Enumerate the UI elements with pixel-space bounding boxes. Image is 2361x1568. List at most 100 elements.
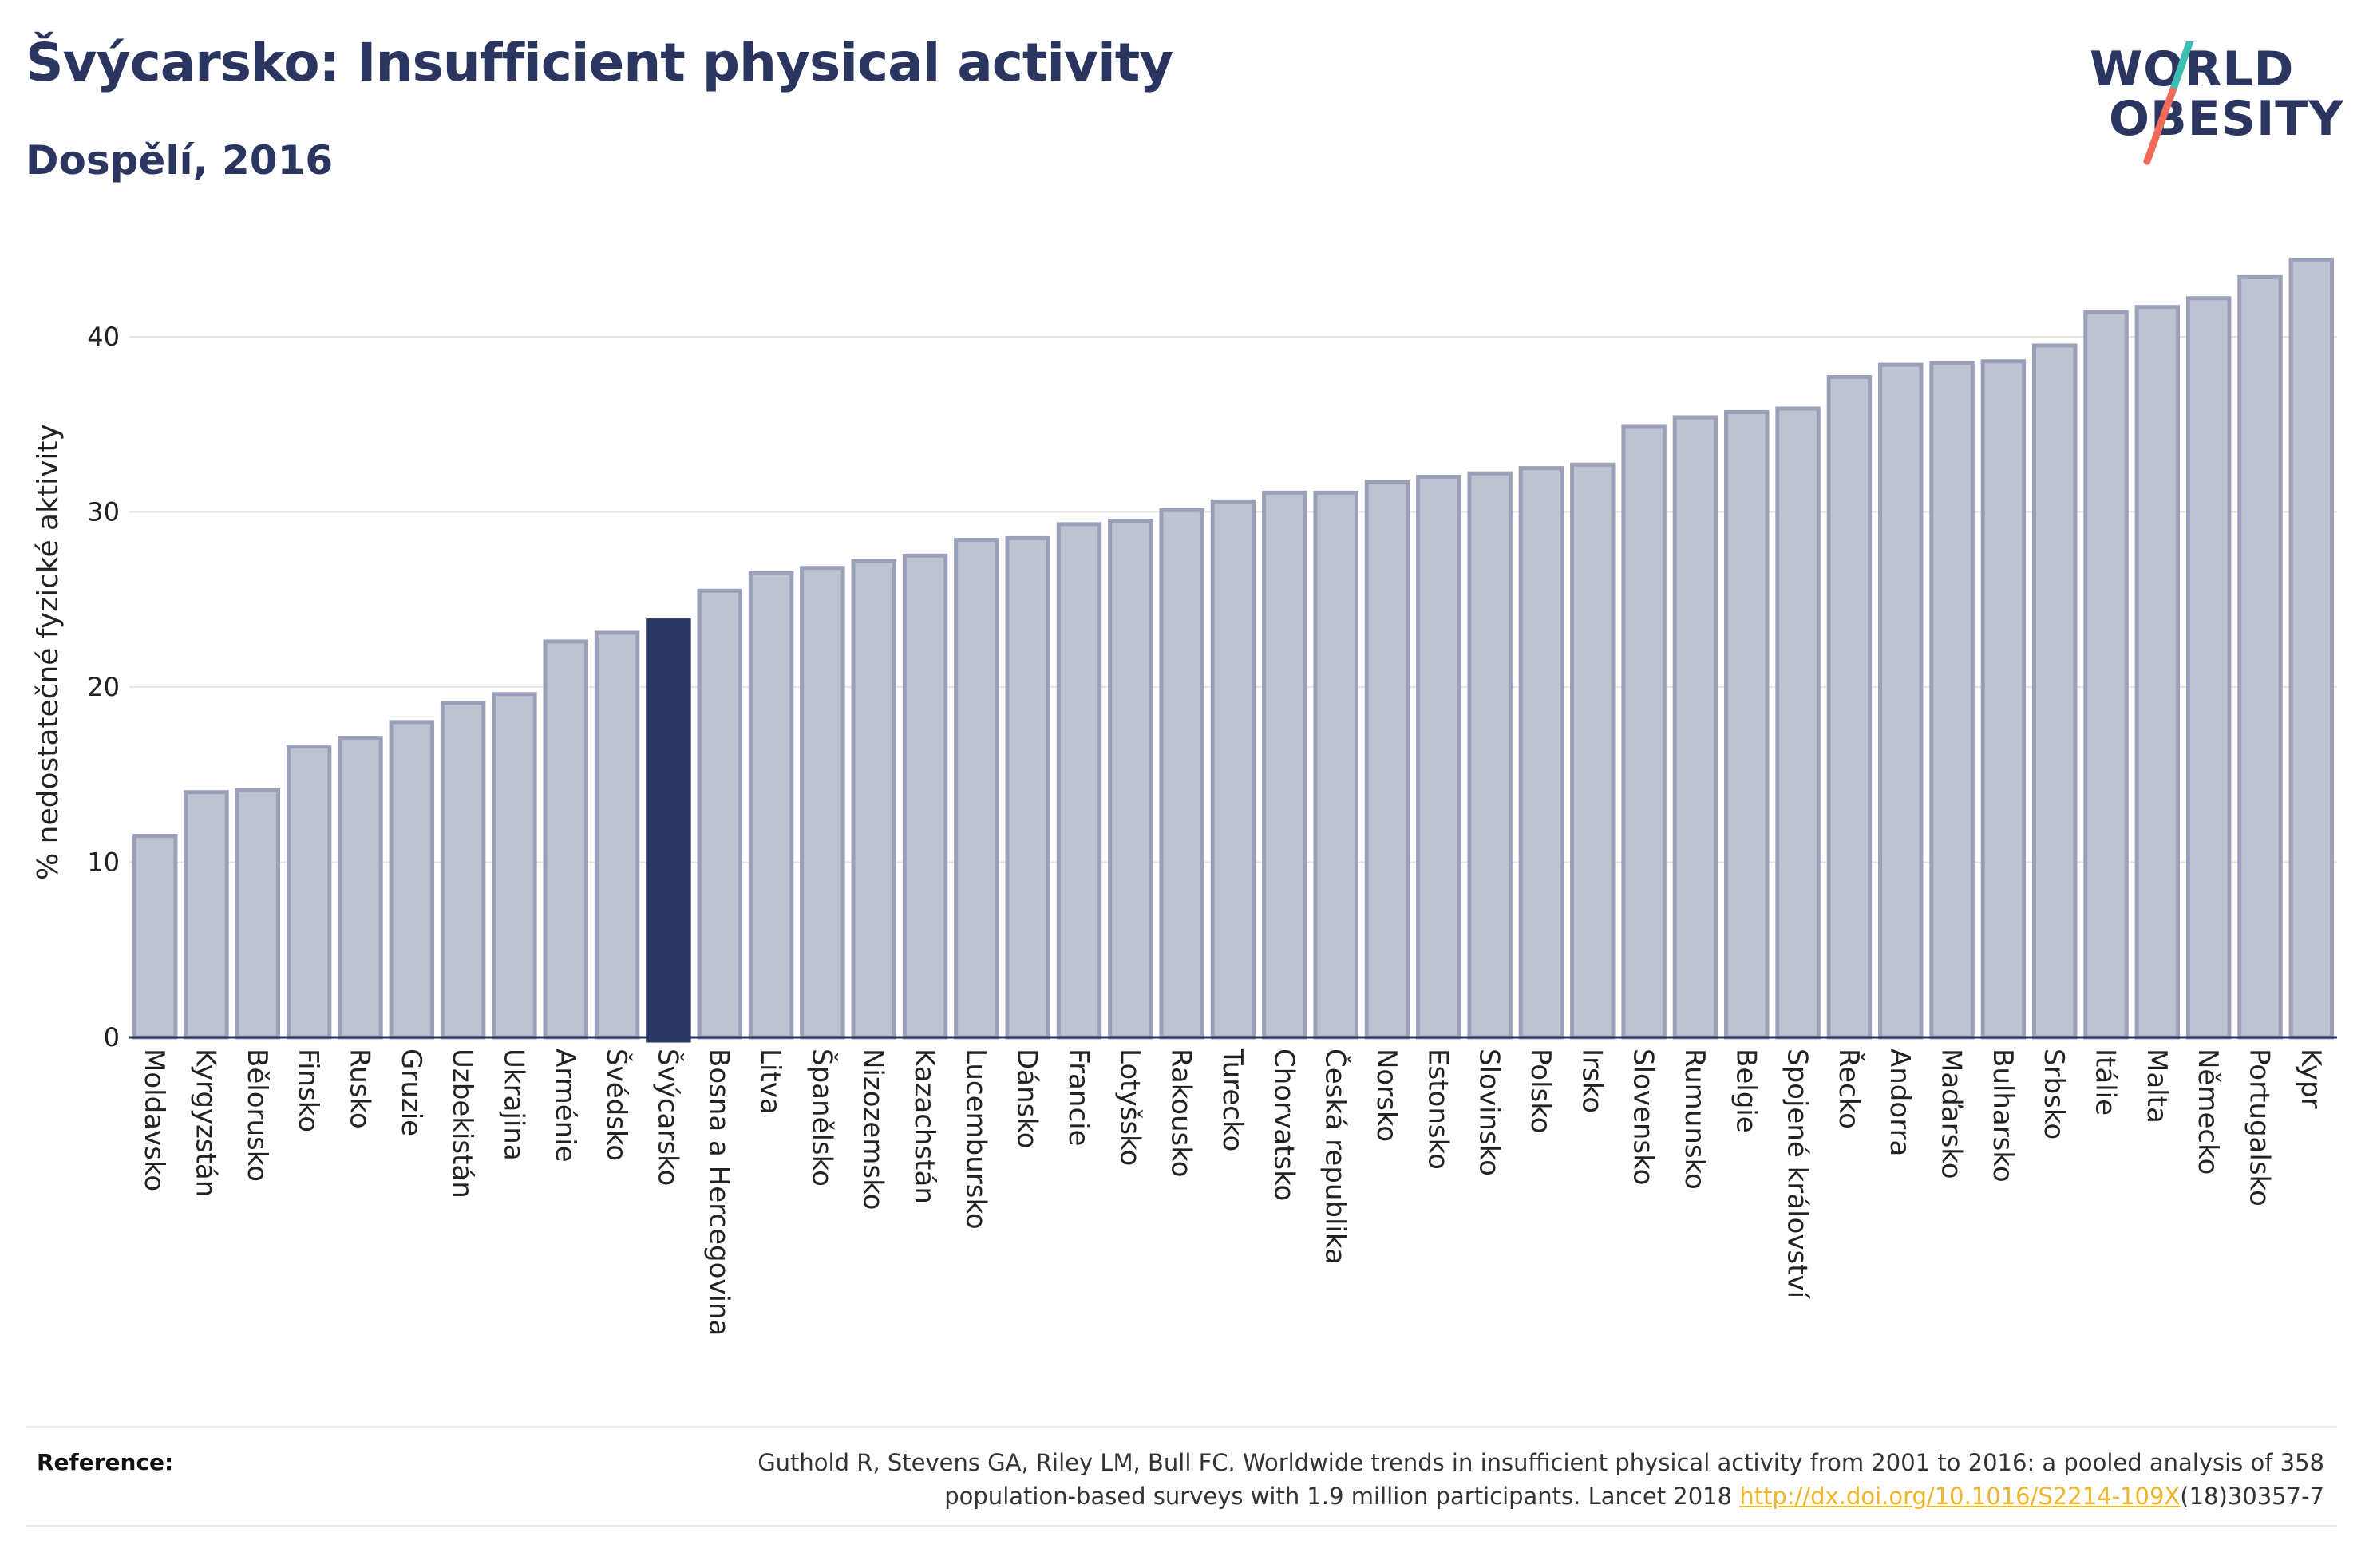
bar [594,630,640,1040]
x-tick-label: Portugalsko [2244,1049,2276,1207]
x-tick-label: Chorvatsko [1268,1049,1299,1201]
x-tick-label: Rumunsko [1679,1049,1710,1190]
bar-highlighted [646,618,691,1043]
x-tick-label: Uzbekistán [446,1049,478,1199]
bar [1775,406,1821,1040]
x-tick-label: Nizozemsko [857,1049,889,1210]
bar [2237,274,2283,1040]
bar [697,588,742,1040]
x-tick-label: Slovensko [1627,1049,1659,1185]
x-tick-label: Belgie [1730,1049,1762,1133]
x-tick-label: Rusko [343,1049,375,1129]
x-tick-label: Bulharsko [1987,1049,2019,1183]
x-tick-label: Francie [1062,1049,1094,1147]
x-tick-label: Česká republika [1319,1049,1352,1265]
x-tick-label: Švédsko [600,1049,633,1161]
bar [1005,535,1050,1040]
bar [2083,310,2129,1040]
bar [851,559,896,1040]
x-tick-label: Německo [2192,1049,2224,1175]
bar [543,639,588,1040]
bar [1313,490,1358,1040]
x-tick-label: Lucembursko [959,1049,991,1230]
x-tick-label: Lotyšsko [1113,1049,1145,1166]
bar [1467,471,1513,1040]
bar [1929,361,1975,1040]
x-tick-label: Bosna a Hercegovina [703,1049,735,1336]
bar [235,788,281,1040]
bar [1980,359,2027,1040]
logo-slash-icon [2143,41,2194,165]
bar [1724,409,1770,1040]
bar [1210,499,1256,1040]
bar [2031,343,2078,1040]
bar [1826,374,1873,1040]
chart-title: Švýcarsko: Insufficient physical activit… [26,32,1173,93]
bar [1262,490,1307,1040]
y-tick-label: 20 [87,672,120,702]
x-tick-label: Malta [2141,1049,2173,1124]
bar [2185,296,2232,1040]
reference-label: Reference: [37,1449,174,1475]
logo-word-world: WORLD [2090,41,2295,97]
reference-divider-top [26,1426,2337,1428]
x-tick-label: Bělorusko [241,1049,273,1182]
x-tick-label: Turecko [1216,1048,1248,1151]
x-tick-label: Dánsko [1011,1049,1043,1149]
bar-chart: 0 10 20 30 40 % nedostatečné fyzické aktivity… [32,257,2337,1336]
x-tick-label: Řecko [1833,1049,1865,1129]
bar [800,566,845,1040]
bar [1878,362,1924,1040]
x-tick-label: Moldavsko [138,1049,170,1191]
x-tick-label: Litva [754,1049,786,1115]
bar [1364,480,1410,1040]
reference-line-2-prefix: population-based surveys with 1.9 millio… [944,1483,1740,1510]
reference-divider-bottom [26,1525,2337,1527]
reference-line-1: Guthold R, Stevens GA, Riley LM, Bull FC… [757,1449,2324,1476]
logo-word-obesity: OBESITY [2109,91,2344,147]
x-tick-label: Kyrgyzstán [189,1049,221,1197]
x-tick-label: Arménie [549,1049,581,1163]
bar [1672,415,1718,1040]
bar [389,720,435,1040]
x-tick-label: Ukrajina [497,1049,529,1161]
world-obesity-logo: WORLD OBESITY [2083,41,2343,169]
bar [338,736,383,1040]
x-tick-label: Finsko [292,1049,324,1132]
bar [132,834,178,1040]
bar [440,701,486,1040]
x-tick-label: Gruzie [395,1049,427,1136]
bar [492,692,537,1040]
y-axis-label: % nedostatečné fyzické aktivity [32,424,65,880]
x-tick-label: Maďarsko [1936,1049,1968,1179]
bar [1108,518,1153,1040]
reference-doi-link[interactable]: http://dx.doi.org/10.1016/S2214-109X [1739,1483,2181,1510]
bar [748,571,794,1040]
bar [954,538,999,1040]
bar [1570,462,1616,1040]
reference-line-2-suffix: (18)30357-7 [2180,1483,2324,1510]
bar [2134,305,2181,1040]
bar [2288,257,2335,1040]
y-tick-label: 40 [87,322,120,352]
x-tick-label: Spojené království [1782,1049,1813,1300]
x-tick-label: Irsko [1576,1049,1608,1113]
x-tick-label: Estonsko [1422,1049,1453,1170]
x-tick-label: Švýcarsko [651,1049,684,1186]
x-tick-label: Polsko [1525,1049,1556,1134]
chart-subtitle: Dospělí, 2016 [26,137,334,184]
x-tick-label: Srbsko [2038,1049,2070,1139]
bar [1056,522,1102,1040]
bar [1621,424,1667,1040]
x-tick-label: Itálie [2090,1049,2122,1116]
bar [1416,475,1461,1040]
x-tick-label: Kazachstán [908,1049,940,1204]
x-tick-label: Kypr [2295,1049,2327,1109]
bar [1518,466,1564,1040]
reference-text: Guthold R, Stevens GA, Riley LM, Bull FC… [488,1446,2324,1513]
y-tick-label: 0 [104,1022,120,1053]
y-tick-label: 30 [87,497,120,527]
x-tick-label: Slovinsko [1473,1049,1505,1176]
bar [184,790,229,1040]
x-tick-label: Španělsko [805,1049,838,1187]
